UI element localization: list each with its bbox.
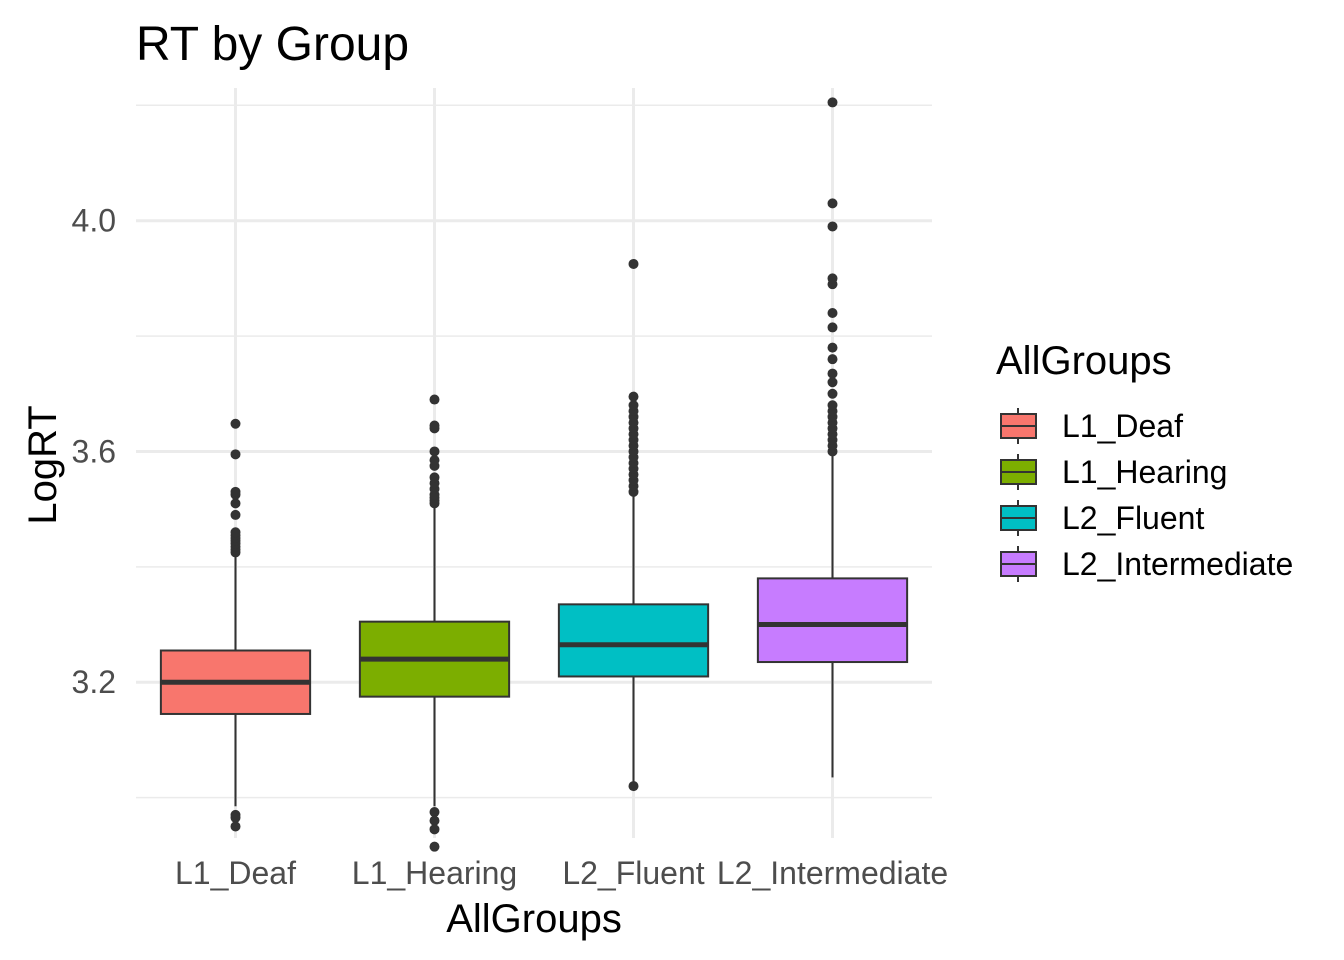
box-iqr [557,603,710,678]
plot-boxes [159,97,909,852]
y-axis-title: LogRT [21,405,65,524]
x-tick-label: L1_Hearing [352,855,517,891]
outlier-point [827,377,838,388]
box-iqr [756,577,909,664]
chart-title: RT by Group [136,18,409,71]
boxplot-L2_Fluent [557,258,710,792]
outlier-point [230,449,241,460]
outlier-point [628,781,639,792]
outlier-point [827,354,838,365]
outlier-point [827,400,838,411]
legend-label: L1_Hearing [1062,454,1227,490]
outlier-point [429,807,440,818]
y-axis-ticks: 3.2 3.6 4.0 [72,203,116,701]
outlier-point [429,394,440,405]
outlier-point [628,258,639,269]
y-tick-label: 3.6 [72,433,116,469]
outlier-point [230,527,241,538]
x-tick-label: L1_Deaf [175,855,296,891]
outlier-point [230,498,241,509]
outlier-point [230,486,241,497]
boxplot-L2_Intermediate [756,97,909,778]
outlier-point [230,821,241,832]
outlier-point [827,388,838,399]
outlier-point [827,221,838,232]
legend-label: L2_Intermediate [1062,546,1293,582]
outlier-point [230,509,241,520]
legend-label: L1_Deaf [1062,408,1183,444]
outlier-point [429,841,440,852]
outlier-point [827,198,838,209]
y-tick-label: 4.0 [72,203,116,239]
outlier-point [429,446,440,457]
outlier-point [429,455,440,466]
outlier-point [827,322,838,333]
outlier-point [827,273,838,284]
legend-item-L1_Hearing: L1_Hearing [1000,454,1227,490]
x-tick-label: L2_Fluent [562,855,704,891]
outlier-point [429,824,440,835]
legend-item-L2_Fluent: L2_Fluent [1000,500,1204,536]
outlier-point [827,368,838,379]
outlier-point [628,391,639,402]
boxplot-L1_Hearing [358,394,511,852]
plot-grid [136,88,932,838]
outlier-point [230,418,241,429]
boxplot-L1_Deaf [159,418,312,832]
outlier-point [827,97,838,108]
outlier-point [628,400,639,411]
outlier-point [429,420,440,431]
legend-item-L2_Intermediate: L2_Intermediate [1000,546,1293,582]
legend: AllGroups L1_Deaf L1_Hearing L2_Fluent L2_I… [996,339,1293,582]
outlier-point [827,308,838,318]
x-axis-ticks: L1_Deaf L1_Hearing L2_Fluent L2_Intermediat… [175,855,948,891]
x-tick-label: L2_Intermediate [717,855,948,891]
legend-label: L2_Fluent [1062,500,1204,536]
legend-title: AllGroups [996,339,1172,383]
outlier-point [429,815,440,826]
y-tick-label: 3.2 [72,664,116,700]
outlier-point [230,812,241,823]
outlier-point [429,472,440,483]
outlier-point [827,342,838,353]
x-axis-title: AllGroups [446,897,622,941]
legend-item-L1_Deaf: L1_Deaf [1000,408,1183,444]
